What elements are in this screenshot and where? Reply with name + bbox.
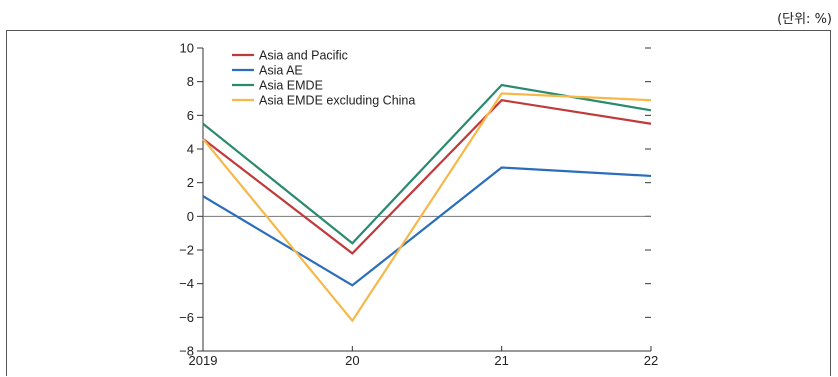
y-tick-label: 8 — [187, 74, 194, 89]
x-tick-label: 22 — [644, 353, 658, 368]
x-tick-label: 20 — [345, 353, 359, 368]
legend-label: Asia AE — [259, 64, 303, 78]
y-tick-label: 4 — [187, 142, 194, 157]
y-tick-label: 6 — [187, 108, 194, 123]
legend-label: Asia and Pacific — [259, 49, 348, 63]
unit-label: (단위: %) — [777, 12, 832, 27]
chart-frame — [6, 30, 831, 376]
series-line-2 — [202, 166, 652, 287]
y-tick-label: 2 — [187, 175, 194, 190]
y-tick-label: 10 — [180, 41, 194, 56]
legend-label: Asia EMDE excluding China — [259, 94, 415, 108]
y-tick-label: −4 — [179, 276, 194, 291]
legend-label: Asia EMDE — [259, 79, 323, 93]
y-tick-label: −6 — [179, 310, 194, 325]
y-tick-label: 0 — [187, 209, 194, 224]
y-tick-label: −2 — [179, 243, 194, 258]
y-tick-label: −8 — [179, 344, 194, 359]
x-tick-label: 2019 — [189, 353, 218, 368]
x-tick-label: 21 — [494, 353, 508, 368]
series-line-1 — [202, 99, 652, 255]
series-line-4 — [202, 92, 652, 323]
